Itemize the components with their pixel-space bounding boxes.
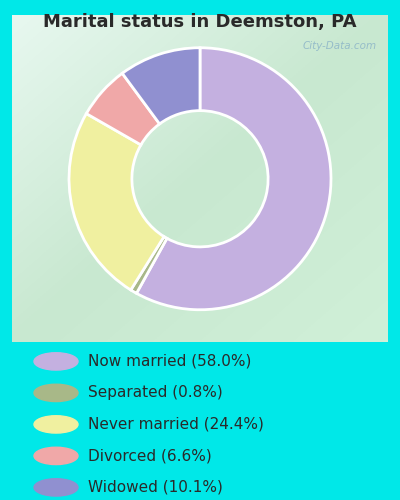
Circle shape	[34, 416, 78, 433]
Wedge shape	[122, 48, 200, 124]
Text: City-Data.com: City-Data.com	[302, 41, 377, 51]
Wedge shape	[86, 74, 160, 145]
Wedge shape	[131, 236, 167, 294]
Circle shape	[34, 447, 78, 464]
Circle shape	[34, 352, 78, 370]
Circle shape	[34, 478, 78, 496]
Text: Separated (0.8%): Separated (0.8%)	[88, 386, 223, 400]
Circle shape	[34, 384, 78, 402]
Wedge shape	[136, 48, 331, 310]
Text: Now married (58.0%): Now married (58.0%)	[88, 354, 251, 369]
Text: Divorced (6.6%): Divorced (6.6%)	[88, 448, 212, 464]
Wedge shape	[69, 114, 164, 290]
Text: Marital status in Deemston, PA: Marital status in Deemston, PA	[43, 12, 357, 30]
Text: Widowed (10.1%): Widowed (10.1%)	[88, 480, 223, 495]
Text: Never married (24.4%): Never married (24.4%)	[88, 417, 264, 432]
